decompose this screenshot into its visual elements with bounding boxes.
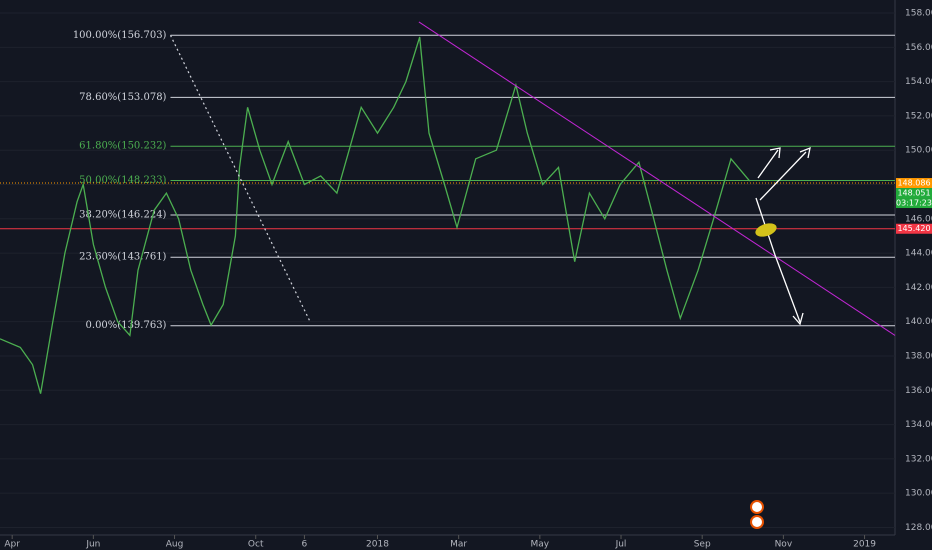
price-tag [896, 178, 932, 189]
y-tick-label: 140.000 [905, 317, 932, 327]
price-tag [896, 188, 932, 199]
fib-label: 50.00%(148.233) [79, 175, 166, 186]
countdown-tag [896, 198, 932, 209]
arrow [759, 146, 811, 201]
y-tick-label: 132.000 [905, 454, 932, 464]
x-tick-label: May [531, 540, 550, 550]
fib-label: 61.80%(150.232) [79, 141, 166, 152]
x-tick-label: Oct [248, 540, 264, 550]
x-tick-label: 2019 [853, 540, 876, 550]
x-tick-label: Sep [694, 540, 711, 550]
event-icon[interactable] [750, 500, 764, 514]
fib-label: 0.00%(139.763) [86, 320, 167, 331]
fib-label: 23.60%(143.761) [79, 252, 166, 263]
y-tick-label: 158.000 [905, 9, 932, 19]
y-tick-label: 138.000 [905, 351, 932, 361]
price-tag [896, 223, 932, 234]
arrow [755, 197, 804, 326]
y-tick-label: 150.000 [905, 146, 932, 156]
y-tick-label: 146.000 [905, 214, 932, 224]
x-tick-label: Apr [4, 540, 20, 550]
y-tick-label: 154.000 [905, 77, 932, 87]
y-tick-label: 136.000 [905, 386, 932, 396]
x-tick-label: 6 [302, 540, 308, 550]
y-tick-label: 156.000 [905, 43, 932, 53]
fib-label: 38.20%(146.224) [79, 209, 166, 220]
x-tick-label: Aug [166, 540, 184, 550]
x-tick-label: Jul [615, 540, 627, 550]
fib-label: 78.60%(153.078) [79, 92, 166, 103]
y-tick-label: 152.000 [905, 111, 932, 121]
y-tick-label: 144.000 [905, 249, 932, 259]
event-icon[interactable] [750, 515, 764, 529]
price-tag-label: 145.420 [897, 224, 930, 233]
trendline [169, 35, 311, 322]
y-tick-label: 128.000 [905, 523, 932, 533]
y-tick-label: 130.000 [905, 489, 932, 499]
highlight-ellipse [755, 223, 777, 237]
x-tick-label: Nov [775, 540, 793, 550]
arrow [757, 147, 781, 179]
price-line-series [0, 36, 751, 394]
x-tick-label: Jun [85, 540, 100, 550]
fib-label: 100.00%(156.703) [73, 30, 167, 41]
price-tag-label: 148.051 [897, 189, 930, 198]
arrows [755, 146, 811, 326]
y-tick-label: 142.000 [905, 283, 932, 293]
price-tag-label: 148.086 [897, 179, 930, 188]
x-tick-label: 2018 [366, 540, 389, 550]
x-tick-label: Mar [450, 540, 467, 550]
y-tick-label: 134.000 [905, 420, 932, 430]
trendline [418, 21, 896, 336]
countdown-label: 03:17:23 [896, 199, 932, 208]
